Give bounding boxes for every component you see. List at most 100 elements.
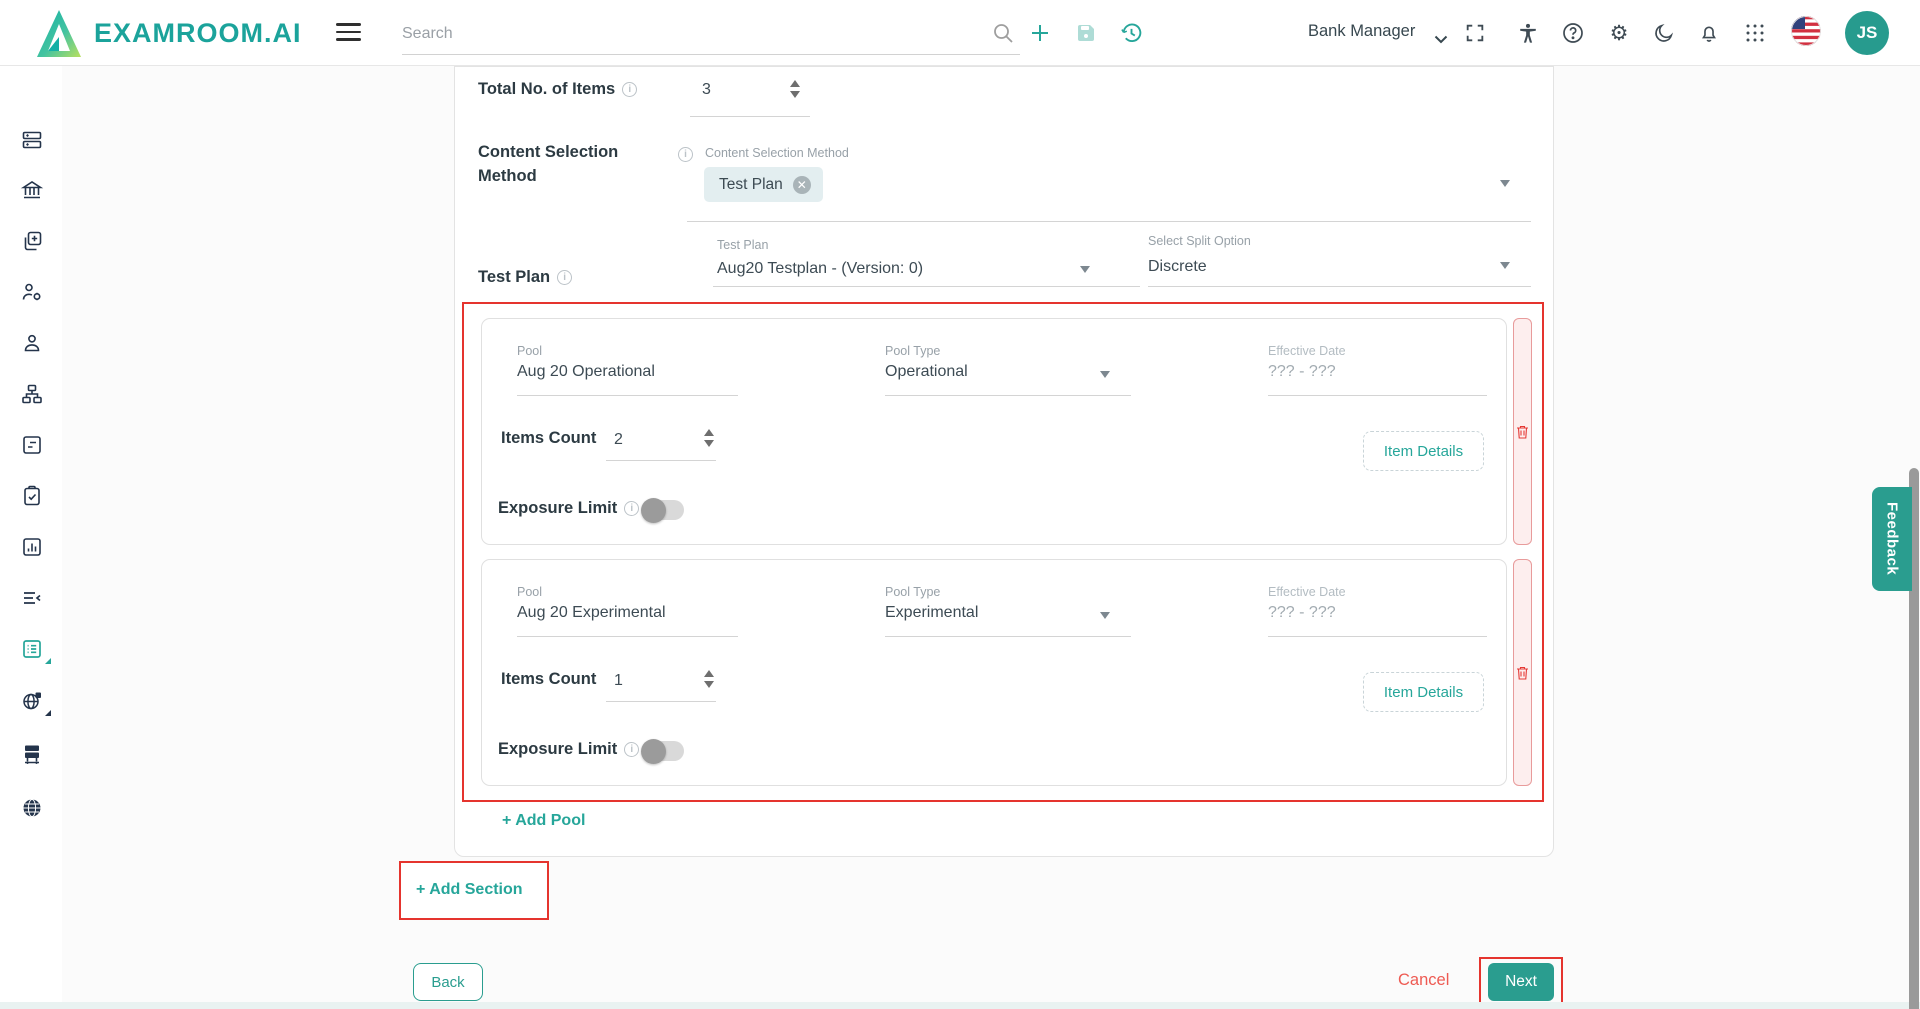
language-flag-us-icon[interactable]	[1791, 16, 1821, 46]
items-count-stepper[interactable]	[704, 429, 714, 447]
split-option-underline	[1148, 286, 1531, 287]
feedback-tab[interactable]: Feedback	[1872, 487, 1912, 591]
history-icon[interactable]	[1118, 20, 1144, 46]
top-navbar: EXAMROOM.AI Bank Manager	[0, 0, 1920, 66]
info-icon[interactable]: i	[622, 82, 638, 97]
stepper-down-icon[interactable]	[704, 681, 714, 688]
sidebar-item-user-settings[interactable]	[20, 280, 45, 305]
trash-icon	[1517, 425, 1528, 439]
stepper-up-icon[interactable]	[790, 80, 800, 87]
add-section-link[interactable]: + Add Section	[416, 881, 523, 898]
apps-grid-icon[interactable]	[1742, 20, 1768, 46]
avatar-initials: JS	[1856, 23, 1878, 42]
sidebar-item-network-globe[interactable]	[20, 796, 45, 821]
chevron-down-icon[interactable]	[1428, 26, 1454, 52]
items-count-value[interactable]: 1	[614, 672, 623, 689]
stepper-up-icon[interactable]	[704, 429, 714, 436]
cancel-link[interactable]: Cancel	[1398, 971, 1450, 989]
delete-pool-1-button[interactable]	[1513, 318, 1532, 545]
info-icon[interactable]: i	[678, 147, 693, 162]
dark-mode-moon-icon[interactable]	[1651, 20, 1677, 46]
chip-remove-icon[interactable]: ✕	[792, 175, 811, 194]
effective-date-input[interactable]: ??? - ???	[1268, 604, 1336, 621]
split-option-select[interactable]: Discrete	[1148, 258, 1207, 275]
save-draft-icon[interactable]	[1073, 20, 1099, 46]
field-underline	[885, 636, 1131, 637]
effective-date-field-label: Effective Date	[1268, 585, 1346, 599]
back-button[interactable]: Back	[413, 963, 483, 1001]
sidebar-item-clipboard-tasks[interactable]	[20, 484, 45, 509]
next-button[interactable]: Next	[1488, 963, 1554, 1001]
exposure-limit-toggle[interactable]	[641, 738, 684, 764]
brand-wordmark: EXAMROOM.AI	[94, 18, 302, 48]
add-pool-link[interactable]: + Add Pool	[502, 812, 586, 829]
total-items-stepper[interactable]	[790, 80, 800, 98]
info-icon[interactable]: i	[624, 501, 640, 516]
fullscreen-icon[interactable]	[1462, 20, 1488, 46]
exposure-limit-label: Exposure Limit i	[498, 499, 640, 518]
role-menu-label: Bank Manager	[1308, 22, 1416, 40]
items-count-stepper[interactable]	[704, 670, 714, 688]
pool-name-input[interactable]: Aug 20 Experimental	[517, 604, 666, 621]
sidebar-item-user[interactable]	[20, 331, 45, 356]
notifications-bell-icon[interactable]	[1696, 20, 1722, 46]
hamburger-menu-icon[interactable]	[336, 23, 361, 42]
split-option-field-label: Select Split Option	[1148, 234, 1251, 248]
info-icon[interactable]: i	[557, 270, 573, 285]
selected-method-chip[interactable]: Test Plan ✕	[704, 167, 823, 202]
test-plan-dropdown-icon[interactable]	[1080, 266, 1090, 273]
test-plan-underline	[713, 286, 1140, 287]
vertical-scrollbar-thumb[interactable]	[1909, 468, 1919, 1009]
info-icon[interactable]: i	[624, 742, 640, 757]
sidebar-item-reports-chart[interactable]	[20, 535, 45, 560]
sidebar-item-hierarchy[interactable]	[20, 382, 45, 407]
item-details-button[interactable]: Item Details	[1363, 431, 1484, 471]
pool-type-select[interactable]: Experimental	[885, 604, 979, 621]
stepper-up-icon[interactable]	[704, 670, 714, 677]
test-plan-select[interactable]: Aug20 Testplan - (Version: 0)	[717, 260, 924, 277]
stepper-down-icon[interactable]	[790, 91, 800, 98]
toggle-knob	[641, 738, 666, 764]
delete-pool-2-button[interactable]	[1513, 559, 1532, 786]
pool-type-dropdown-icon[interactable]	[1100, 371, 1110, 378]
sidebar-item-copy-add[interactable]	[20, 229, 45, 254]
brand-logo-icon[interactable]	[36, 9, 82, 59]
sidebar-item-item-bank[interactable]	[20, 637, 51, 664]
item-details-button[interactable]: Item Details	[1363, 672, 1484, 712]
submenu-indicator-icon	[45, 710, 51, 716]
field-underline	[517, 636, 738, 637]
field-underline	[517, 395, 738, 396]
search-input[interactable]	[402, 18, 962, 50]
pool-type-dropdown-icon[interactable]	[1100, 612, 1110, 619]
pool-name-input[interactable]: Aug 20 Operational	[517, 363, 655, 380]
help-icon[interactable]	[1560, 20, 1586, 46]
role-menu[interactable]: Bank Manager	[1308, 22, 1415, 41]
sidebar-item-exam-card[interactable]	[20, 433, 45, 458]
test-plan-field-label: Test Plan	[717, 238, 769, 252]
search-icon[interactable]	[990, 20, 1016, 46]
split-option-dropdown-icon[interactable]	[1500, 262, 1510, 269]
pool-field-label: Pool	[517, 585, 543, 599]
field-underline	[1268, 636, 1487, 637]
user-avatar[interactable]: JS	[1845, 11, 1889, 55]
stepper-down-icon[interactable]	[704, 440, 714, 447]
settings-gear-icon[interactable]: ⚙	[1609, 21, 1629, 45]
test-plan-label: Test Plan i	[478, 268, 573, 287]
accessibility-icon[interactable]	[1515, 20, 1541, 46]
sidebar-item-institution[interactable]	[20, 178, 45, 203]
add-icon[interactable]	[1027, 20, 1053, 46]
bottom-edge-strip	[0, 1002, 1920, 1009]
sidebar-item-data-server[interactable]	[20, 742, 45, 767]
effective-date-field-label: Effective Date	[1268, 344, 1346, 358]
items-count-value[interactable]: 2	[614, 431, 623, 448]
exposure-limit-toggle[interactable]	[641, 497, 684, 523]
field-underline	[606, 460, 716, 461]
total-items-value[interactable]: 3	[702, 81, 711, 98]
sidebar-item-menu-collapse[interactable]	[20, 586, 45, 611]
effective-date-input[interactable]: ??? - ???	[1268, 363, 1336, 380]
sidebar-item-server-rows[interactable]	[20, 128, 45, 153]
content-selection-dropdown-icon[interactable]	[1500, 180, 1510, 187]
pool-type-select[interactable]: Operational	[885, 363, 968, 380]
sidebar-item-globe-schedule[interactable]	[20, 689, 51, 716]
